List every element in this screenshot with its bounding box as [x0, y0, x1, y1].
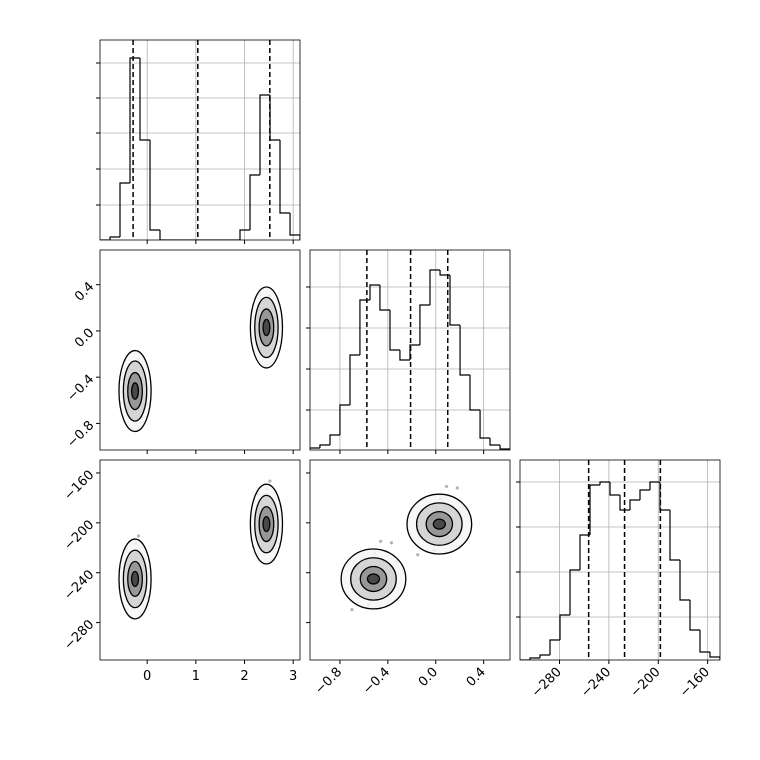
hist-step: [310, 447, 320, 450]
hist-step: [349, 354, 360, 405]
y-tick-label: −0.4: [64, 372, 97, 405]
hist-step: [239, 229, 251, 240]
hist-step: [329, 434, 340, 445]
point: [350, 608, 354, 612]
hist-step: [529, 657, 540, 660]
point: [389, 541, 394, 545]
hist-step: [399, 350, 410, 361]
x-tick-label: 0.4: [464, 665, 489, 690]
hist-step: [359, 299, 370, 355]
axes-frame: [309, 459, 511, 661]
hist-step: [629, 499, 640, 510]
hist-step: [499, 445, 510, 450]
hist-step: [459, 325, 470, 376]
point: [268, 479, 272, 483]
x-tick-label: −280: [529, 665, 565, 701]
hist-step: [339, 404, 350, 435]
hist-step: [549, 639, 560, 655]
axes-frame: [99, 39, 301, 241]
hist-step: [429, 269, 441, 305]
contour: [130, 570, 140, 588]
hist-step: [709, 652, 720, 660]
axes-frame: [99, 459, 301, 661]
hist-step: [259, 94, 271, 175]
hist-step: [379, 285, 390, 311]
hist-step: [669, 510, 680, 561]
hist-step: [569, 569, 580, 615]
hist-step: [419, 304, 430, 345]
hist-step: [449, 275, 461, 326]
axes-frame: [519, 459, 721, 661]
y-tick-label: 0.4: [72, 279, 97, 304]
point: [136, 534, 141, 538]
x-tick-label: 2: [240, 669, 248, 684]
contour: [262, 515, 271, 533]
x-tick-label: −240: [578, 665, 614, 701]
x-tick-label: 0: [143, 669, 151, 684]
contour: [262, 318, 271, 337]
hist-step: [479, 410, 490, 439]
contour: [432, 518, 446, 530]
y-tick-label: −240: [61, 567, 97, 603]
y-tick-label: −280: [61, 617, 97, 653]
point: [455, 486, 459, 490]
panel: [118, 286, 284, 433]
y-tick-label: 0.0: [72, 326, 97, 351]
hist-step: [659, 482, 670, 511]
y-tick-label: −0.8: [64, 418, 97, 451]
hist-step: [119, 182, 131, 237]
point: [416, 553, 420, 557]
hist-step: [689, 600, 700, 631]
x-tick-label: −0.8: [312, 665, 345, 698]
hist-step: [129, 57, 140, 183]
hist-step: [559, 614, 570, 640]
contour: [366, 573, 381, 585]
hist-step: [649, 481, 660, 490]
hist-step: [139, 58, 151, 141]
x-tick-label: −160: [677, 665, 713, 701]
y-tick-label: −160: [61, 468, 97, 504]
x-tick-label: −0.4: [360, 665, 393, 698]
hist-step: [439, 270, 450, 276]
hist-step: [619, 495, 630, 511]
hist-step: [539, 654, 550, 658]
x-tick-label: 0.0: [416, 665, 441, 690]
contour: [130, 382, 140, 400]
axes-frame: [309, 249, 511, 451]
hist-step: [639, 489, 650, 500]
hist-step: [279, 140, 291, 214]
axes-frame: [99, 249, 301, 451]
hist-step: [319, 444, 330, 448]
hist-step: [489, 438, 501, 446]
hist-step: [289, 213, 300, 240]
x-tick-label: 3: [289, 669, 297, 684]
hist-step: [109, 236, 120, 240]
x-tick-label: 1: [192, 669, 200, 684]
point: [444, 484, 449, 489]
hist-step: [469, 375, 481, 411]
hist-step: [579, 534, 590, 570]
hist-step: [389, 310, 400, 351]
hist-step: [149, 140, 160, 231]
panel: [520, 460, 720, 660]
y-tick-label: −200: [61, 518, 97, 554]
hist-step: [609, 482, 620, 496]
panel: [118, 479, 284, 620]
hist-step: [699, 630, 710, 653]
hist-step: [409, 344, 420, 360]
hist-step: [599, 481, 610, 485]
hist-step: [249, 174, 260, 230]
panel: [310, 250, 510, 450]
x-tick-label: −200: [628, 665, 664, 701]
hist-step: [679, 560, 690, 601]
panel: [100, 40, 300, 240]
panel: [340, 484, 473, 612]
hist-step: [589, 484, 600, 535]
hist-step: [369, 284, 380, 300]
hist-step: [159, 230, 171, 240]
point: [379, 539, 383, 543]
